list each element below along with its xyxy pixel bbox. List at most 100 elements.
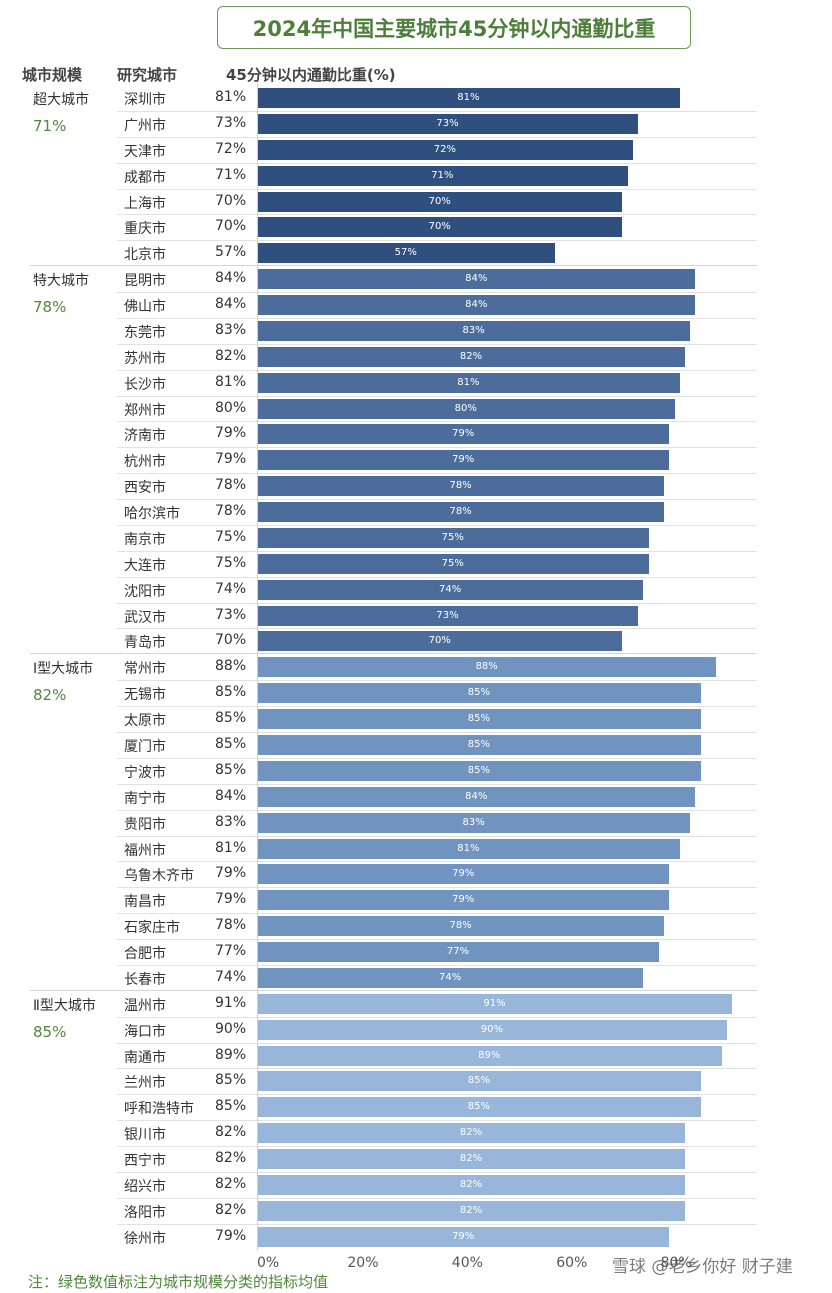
value-label: 79% — [215, 451, 247, 468]
city-label: 南宁市 — [124, 790, 166, 807]
group-name: Ⅰ型大城市 — [33, 661, 94, 678]
bar-data-label: 85% — [467, 713, 490, 725]
city-label: 北京市 — [124, 247, 166, 264]
bar-data-label: 82% — [459, 1204, 483, 1216]
bar-data-label: 77% — [446, 946, 470, 958]
value-label: 85% — [215, 736, 247, 752]
bar-data-label: 78% — [449, 480, 472, 492]
value-label: 84% — [215, 787, 247, 804]
bar — [257, 760, 701, 781]
header-city: 研究城市 — [117, 66, 178, 84]
value-label: 84% — [215, 270, 247, 287]
row-divider — [117, 240, 757, 242]
group-average: 71% — [33, 117, 67, 135]
city-label: 贵阳市 — [124, 816, 166, 833]
value-label: 89% — [215, 1046, 247, 1063]
city-label: 南昌市 — [124, 894, 166, 911]
row-divider — [117, 214, 757, 216]
city-label: 太原市 — [124, 713, 166, 730]
row-divider — [117, 1094, 757, 1096]
row-divider — [117, 110, 757, 112]
bar-data-label: 85% — [467, 739, 490, 750]
city-label: 佛山市 — [124, 299, 166, 316]
row-divider — [117, 524, 757, 526]
bar-data-label: 79% — [452, 868, 475, 880]
city-label: 绍兴市 — [124, 1178, 166, 1195]
value-label: 85% — [215, 1098, 247, 1115]
city-label: 南京市 — [124, 531, 166, 548]
bar — [257, 191, 623, 212]
bar — [257, 424, 670, 445]
city-label: 青岛市 — [124, 635, 166, 652]
group-divider — [30, 653, 757, 655]
bar-data-label: 82% — [459, 1127, 483, 1139]
city-label: 海口市 — [124, 1023, 166, 1040]
x-tick-label: 40% — [451, 1255, 483, 1271]
bar — [257, 1019, 727, 1040]
bar — [257, 942, 659, 963]
bar-data-label: 82% — [459, 350, 483, 362]
city-label: 郑州市 — [124, 402, 166, 419]
bar — [257, 1200, 686, 1221]
bar — [257, 967, 644, 988]
bar-data-label: 71% — [431, 169, 454, 181]
row-divider — [117, 395, 757, 397]
axis-line — [257, 84, 258, 1250]
group-divider — [30, 265, 757, 267]
value-label: 74% — [215, 580, 247, 597]
bar-data-label: 83% — [462, 816, 485, 828]
bar — [257, 476, 665, 497]
bar-data-label: 82% — [459, 1153, 483, 1165]
row-divider — [117, 628, 757, 630]
bar — [257, 993, 733, 1014]
group-divider — [30, 989, 757, 991]
row-divider — [117, 1016, 757, 1018]
bar — [257, 88, 680, 108]
row-divider — [117, 1146, 757, 1148]
city-label: 西宁市 — [124, 1153, 166, 1170]
value-label: 85% — [215, 684, 247, 701]
value-label: 85% — [215, 761, 247, 778]
city-label: 大连市 — [124, 557, 166, 574]
city-label: 福州市 — [124, 842, 166, 859]
bar-data-label: 85% — [467, 1075, 490, 1087]
row-divider — [117, 317, 757, 319]
row-divider — [117, 136, 757, 138]
value-label: 57% — [215, 244, 247, 261]
bar — [257, 243, 555, 264]
value-label: 81% — [215, 839, 247, 856]
value-label: 73% — [215, 114, 247, 131]
city-label: 西安市 — [124, 480, 166, 497]
bar — [257, 295, 696, 316]
city-label: 长春市 — [124, 971, 166, 988]
city-label: 深圳市 — [124, 92, 166, 108]
row-divider — [117, 680, 757, 682]
x-tick-label: 80% — [660, 1255, 692, 1271]
group-average: 85% — [33, 1022, 67, 1041]
row-divider — [117, 473, 757, 475]
bar — [257, 657, 717, 678]
bar — [257, 450, 670, 471]
city-label: 哈尔滨市 — [124, 506, 180, 523]
header-metric: 45分钟以内通勤比重(%) — [226, 66, 396, 84]
bar-data-label: 73% — [436, 609, 459, 621]
bar-data-label: 81% — [457, 842, 480, 854]
bar-data-label: 75% — [441, 531, 464, 543]
bar-data-label: 90% — [480, 1023, 504, 1035]
bar-data-label: 70% — [428, 195, 451, 207]
city-label: 济南市 — [124, 428, 166, 445]
city-label: 苏州市 — [124, 350, 166, 367]
bar-data-label: 89% — [478, 1049, 501, 1061]
bar-data-label: 85% — [467, 687, 490, 699]
city-label: 上海市 — [124, 195, 166, 212]
bar-data-label: 74% — [439, 971, 462, 983]
row-divider — [117, 292, 757, 294]
city-label: 天津市 — [124, 143, 166, 160]
bar-data-label: 82% — [459, 1178, 483, 1190]
value-label: 75% — [215, 528, 247, 545]
bar — [257, 605, 639, 626]
bar-data-label: 81% — [457, 92, 480, 103]
row-divider — [117, 1042, 757, 1044]
group-average: 82% — [33, 686, 67, 705]
bar-data-label: 88% — [475, 661, 498, 673]
